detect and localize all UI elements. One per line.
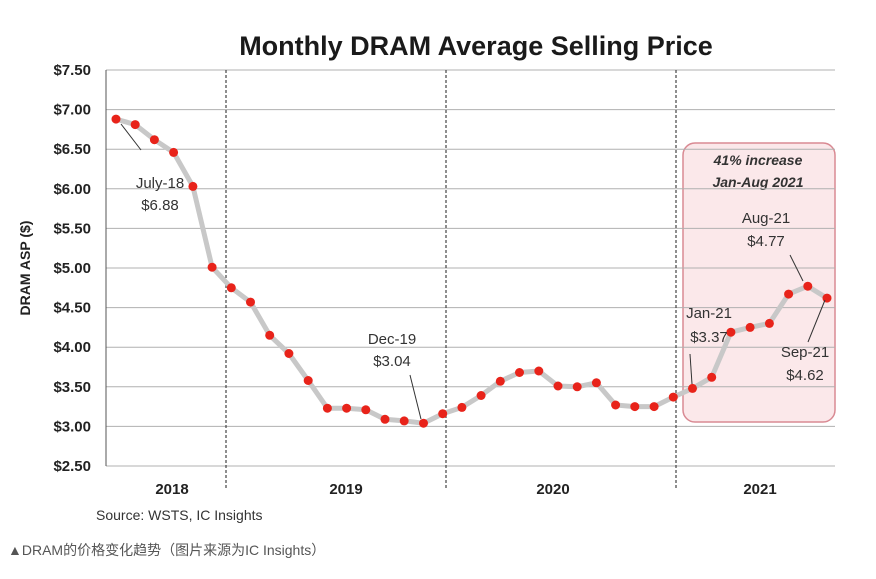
year-label-2018: 2018: [155, 481, 188, 498]
annotation-aug21-value: $4.77: [747, 233, 785, 250]
annotation-sep21-label: Sep-21: [781, 344, 829, 361]
data-point: [591, 378, 601, 388]
y-tick-label: $7.00: [53, 102, 91, 119]
annotation-dec19-value: $3.04: [373, 353, 411, 370]
data-point: [476, 391, 486, 400]
y-tick-label: $4.50: [53, 300, 91, 317]
data-point: [322, 403, 332, 413]
leader-jan21: [689, 353, 693, 385]
leader-aug21: [789, 254, 804, 282]
data-point: [149, 135, 159, 145]
y-tick-label: $5.50: [53, 220, 91, 237]
data-point: [226, 283, 236, 293]
data-point: [130, 120, 140, 130]
data-point: [822, 293, 832, 303]
data-point: [399, 416, 409, 426]
y-tick-label: $7.50: [53, 62, 91, 79]
y-tick-label: $3.50: [53, 379, 91, 396]
annotation-jul18-label: July-18: [136, 175, 184, 192]
y-axis-label: DRAM ASP ($): [17, 221, 33, 316]
y-tick-label: $6.00: [53, 181, 91, 198]
data-point: [169, 147, 179, 157]
data-point: [380, 414, 390, 424]
annotation-jan21-label: Jan-21: [686, 305, 732, 322]
gridlines: [106, 69, 835, 467]
leader-jul18: [120, 123, 142, 151]
series-line-group: [111, 114, 832, 428]
data-point: [246, 297, 255, 307]
data-point: [688, 383, 697, 393]
data-point: [188, 181, 198, 191]
data-point: [649, 402, 659, 412]
data-point: [553, 381, 563, 391]
leader-dec19: [409, 374, 422, 420]
y-tick-label: $3.00: [53, 418, 91, 435]
highlight-line-1: 41% increase: [713, 152, 803, 168]
data-point: [207, 262, 217, 272]
image-caption: ▲DRAM的价格变化趋势（图片来源为IC Insights）: [8, 542, 326, 558]
dram-asp-chart: Monthly DRAM Average Selling Price 41% i…: [17, 31, 836, 498]
data-point: [457, 402, 467, 412]
data-point: [265, 330, 275, 340]
year-label-2020: 2020: [536, 481, 569, 498]
data-point: [284, 349, 294, 358]
y-tick-label: $2.50: [53, 458, 91, 475]
data-point: [668, 392, 678, 402]
data-point: [630, 402, 640, 412]
annotation-jan21-value: $3.37: [690, 329, 728, 346]
y-tick-label: $4.00: [53, 339, 91, 356]
data-point: [784, 289, 794, 299]
data-point: [342, 403, 352, 413]
data-point: [534, 366, 544, 376]
leader-sep21: [807, 299, 826, 343]
y-tick-labels: $2.50 $3.00 $3.50 $4.00 $4.50 $5.00 $5.50 $6.00…: [53, 62, 91, 475]
data-point: [438, 409, 448, 419]
year-label-2021: 2021: [743, 481, 776, 498]
data-point: [361, 405, 371, 415]
data-point: [111, 114, 121, 124]
data-point: [764, 318, 774, 328]
annotation-dec19-label: Dec-19: [368, 331, 416, 348]
annotation-jul18-value: $6.88: [141, 197, 179, 214]
data-point: [572, 382, 582, 392]
highlight-line-2: Jan-Aug 2021: [712, 174, 803, 190]
source-note: Source: WSTS, IC Insights: [96, 507, 263, 523]
y-tick-label: $5.00: [53, 260, 91, 277]
annotation-aug21-label: Aug-21: [742, 210, 790, 227]
data-point: [515, 368, 524, 377]
data-point: [303, 376, 313, 385]
data-point: [803, 281, 813, 291]
year-label-2019: 2019: [329, 481, 362, 498]
chart-title: Monthly DRAM Average Selling Price: [239, 31, 713, 61]
data-point: [745, 322, 755, 332]
annotation-sep21-value: $4.62: [786, 367, 824, 384]
data-point: [611, 400, 621, 410]
data-point: [726, 327, 736, 337]
data-point: [707, 372, 717, 382]
data-point: [495, 376, 505, 386]
y-tick-label: $6.50: [53, 141, 91, 158]
data-point: [419, 418, 428, 428]
